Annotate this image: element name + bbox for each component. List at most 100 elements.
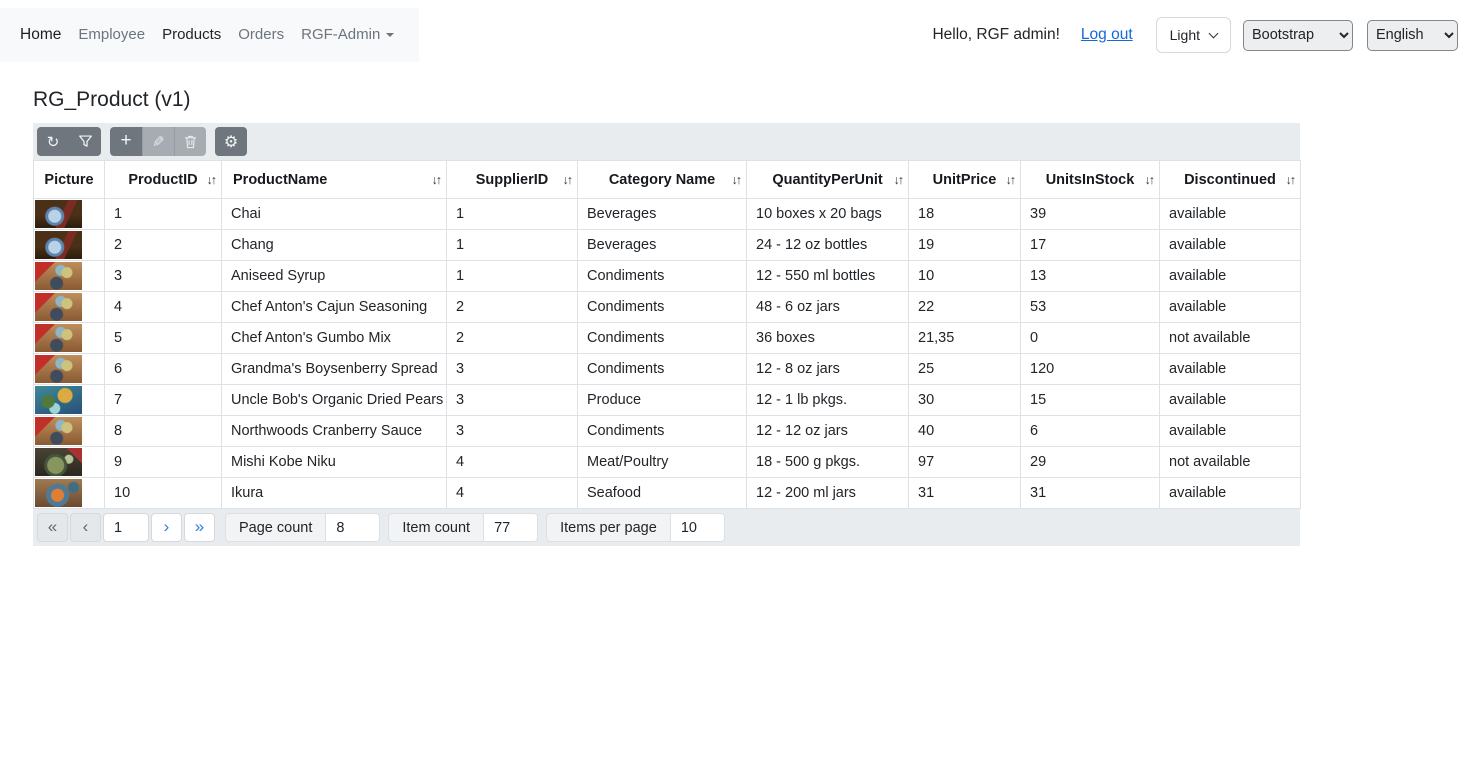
sort-icon[interactable]: ↓↑ <box>1144 172 1155 187</box>
chevron-right-icon: › <box>163 517 170 536</box>
top-bar: Home Employee Products Orders RGF-Admin Hel… <box>0 0 1464 62</box>
cell-quantityperunit: 36 boxes <box>746 322 909 354</box>
nav-item-products[interactable]: Products <box>162 26 221 43</box>
sort-icon[interactable]: ↓↑ <box>206 172 217 187</box>
theme-dropdown-button[interactable]: Light <box>1155 17 1231 53</box>
table-row[interactable]: 7 Uncle Bob's Organic Dried Pears 3 Produce… <box>33 384 1301 416</box>
page-count-group: Page count <box>225 513 381 542</box>
cell-quantityperunit: 12 - 1 lb pkgs. <box>746 384 909 416</box>
table-row[interactable]: 1 Chai 1 Beverages 10 boxes x 20 bags 18 39 ava… <box>33 198 1301 230</box>
logout-link[interactable]: Log out <box>1080 26 1133 43</box>
table-row[interactable]: 5 Chef Anton's Gumbo Mix 2 Condiments 36 box… <box>33 322 1301 354</box>
nav-item-employee[interactable]: Employee <box>78 26 145 43</box>
cell-quantityperunit: 18 - 500 g pkgs. <box>746 446 909 478</box>
table-row[interactable]: 9 Mishi Kobe Niku 4 Meat/Poultry 18 - 500 g … <box>33 446 1301 478</box>
column-header-quantityperunit[interactable]: QuantityPerUnit ↓↑ <box>746 160 909 199</box>
items-per-page-input[interactable] <box>669 513 725 542</box>
product-photo-condiments <box>35 324 82 352</box>
item-count-label: Item count <box>388 513 484 542</box>
template-select[interactable]: Bootstrap <box>1243 19 1353 51</box>
pager-first-button[interactable]: « <box>37 513 68 542</box>
cell-productid: 10 <box>104 477 222 509</box>
sort-icon[interactable]: ↓↑ <box>1005 172 1016 187</box>
product-photo-condiments <box>35 355 82 383</box>
nav-item-rgf-admin[interactable]: RGF-Admin <box>301 26 395 43</box>
pager-last-button[interactable]: » <box>184 513 215 542</box>
column-header-productname[interactable]: ProductName ↓↑ <box>221 160 447 199</box>
table-row[interactable]: 4 Chef Anton's Cajun Seasoning 2 Condiments… <box>33 291 1301 323</box>
table-row[interactable]: 8 Northwoods Cranberry Sauce 3 Condiments 12… <box>33 415 1301 447</box>
cell-discontinued: available <box>1159 229 1301 261</box>
product-photo-seafood <box>35 479 82 507</box>
column-header-unitprice[interactable]: UnitPrice ↓↑ <box>908 160 1021 199</box>
cell-productid: 7 <box>104 384 222 416</box>
gear-icon: ⚙ <box>223 133 239 151</box>
column-title: UnitPrice <box>932 171 997 188</box>
chevron-left-icon: ‹ <box>82 517 89 536</box>
product-photo-beverages <box>35 231 82 259</box>
item-count-input[interactable] <box>483 513 539 542</box>
items-per-page-label: Items per page <box>546 513 670 542</box>
cell-picture <box>33 415 105 447</box>
trash-icon <box>184 135 197 148</box>
sort-icon[interactable]: ↓↑ <box>431 172 442 187</box>
page-count-input[interactable] <box>325 513 381 542</box>
nav-item-orders[interactable]: Orders <box>238 26 284 43</box>
cell-category-name: Seafood <box>577 477 747 509</box>
refresh-icon: ↻ <box>46 133 60 151</box>
cell-productname: Aniseed Syrup <box>221 260 447 292</box>
page-count-label: Page count <box>225 513 326 542</box>
cell-discontinued: not available <box>1159 322 1301 354</box>
add-button[interactable]: + <box>110 127 142 156</box>
sort-icon[interactable]: ↓↑ <box>893 172 904 187</box>
settings-group: ⚙ <box>215 127 247 156</box>
table-row[interactable]: 2 Chang 1 Beverages 24 - 12 oz bottles 19 17 av… <box>33 229 1301 261</box>
column-title: ProductID <box>128 171 198 188</box>
column-header-category-name[interactable]: Category Name ↓↑ <box>577 160 747 199</box>
cell-supplierid: 1 <box>446 198 578 230</box>
column-header-productid[interactable]: ProductID ↓↑ <box>104 160 222 199</box>
cell-quantityperunit: 12 - 200 ml jars <box>746 477 909 509</box>
page-number-input[interactable] <box>103 513 149 542</box>
cell-productid: 4 <box>104 291 222 323</box>
pager-next-button[interactable]: › <box>151 513 182 542</box>
column-title: SupplierID <box>475 171 549 188</box>
grid-toolbar: ↻ + ✎ ⚙ <box>33 123 1300 160</box>
cell-unitprice: 31 <box>908 477 1021 509</box>
cell-discontinued: available <box>1159 260 1301 292</box>
filter-button[interactable] <box>69 127 101 156</box>
column-title: Picture <box>44 171 94 188</box>
cell-picture <box>33 322 105 354</box>
cell-productid: 8 <box>104 415 222 447</box>
sort-icon[interactable]: ↓↑ <box>731 172 742 187</box>
nav-brand-home[interactable]: Home <box>20 26 62 43</box>
cell-category-name: Condiments <box>577 322 747 354</box>
crud-group: + ✎ <box>110 127 206 156</box>
sort-icon[interactable]: ↓↑ <box>1285 172 1296 187</box>
pager-prev-button[interactable]: ‹ <box>70 513 101 542</box>
column-header-unitsinstock[interactable]: UnitsInStock ↓↑ <box>1020 160 1160 199</box>
table-row[interactable]: 3 Aniseed Syrup 1 Condiments 12 - 550 ml bot… <box>33 260 1301 292</box>
refresh-button[interactable]: ↻ <box>37 127 69 156</box>
cell-productname: Chai <box>221 198 447 230</box>
column-header-discontinued[interactable]: Discontinued ↓↑ <box>1159 160 1301 199</box>
cell-picture <box>33 353 105 385</box>
cell-unitprice: 97 <box>908 446 1021 478</box>
cell-quantityperunit: 48 - 6 oz jars <box>746 291 909 323</box>
cell-category-name: Meat/Poultry <box>577 446 747 478</box>
cell-supplierid: 1 <box>446 260 578 292</box>
theme-label: Light <box>1169 27 1200 43</box>
table-row[interactable]: 6 Grandma's Boysenberry Spread 3 Condiments… <box>33 353 1301 385</box>
settings-button[interactable]: ⚙ <box>215 127 247 156</box>
cell-supplierid: 4 <box>446 477 578 509</box>
delete-button[interactable] <box>174 127 206 156</box>
cell-unitprice: 22 <box>908 291 1021 323</box>
edit-button[interactable]: ✎ <box>142 127 174 156</box>
table-row[interactable]: 10 Ikura 4 Seafood 12 - 200 ml jars 31 31 avail… <box>33 477 1301 509</box>
language-select[interactable]: English <box>1367 19 1458 51</box>
cell-unitsinstock: 0 <box>1020 322 1160 354</box>
column-header-supplierid[interactable]: SupplierID ↓↑ <box>446 160 578 199</box>
refresh-filter-group: ↻ <box>37 127 101 156</box>
cell-supplierid: 3 <box>446 415 578 447</box>
sort-icon[interactable]: ↓↑ <box>562 172 573 187</box>
